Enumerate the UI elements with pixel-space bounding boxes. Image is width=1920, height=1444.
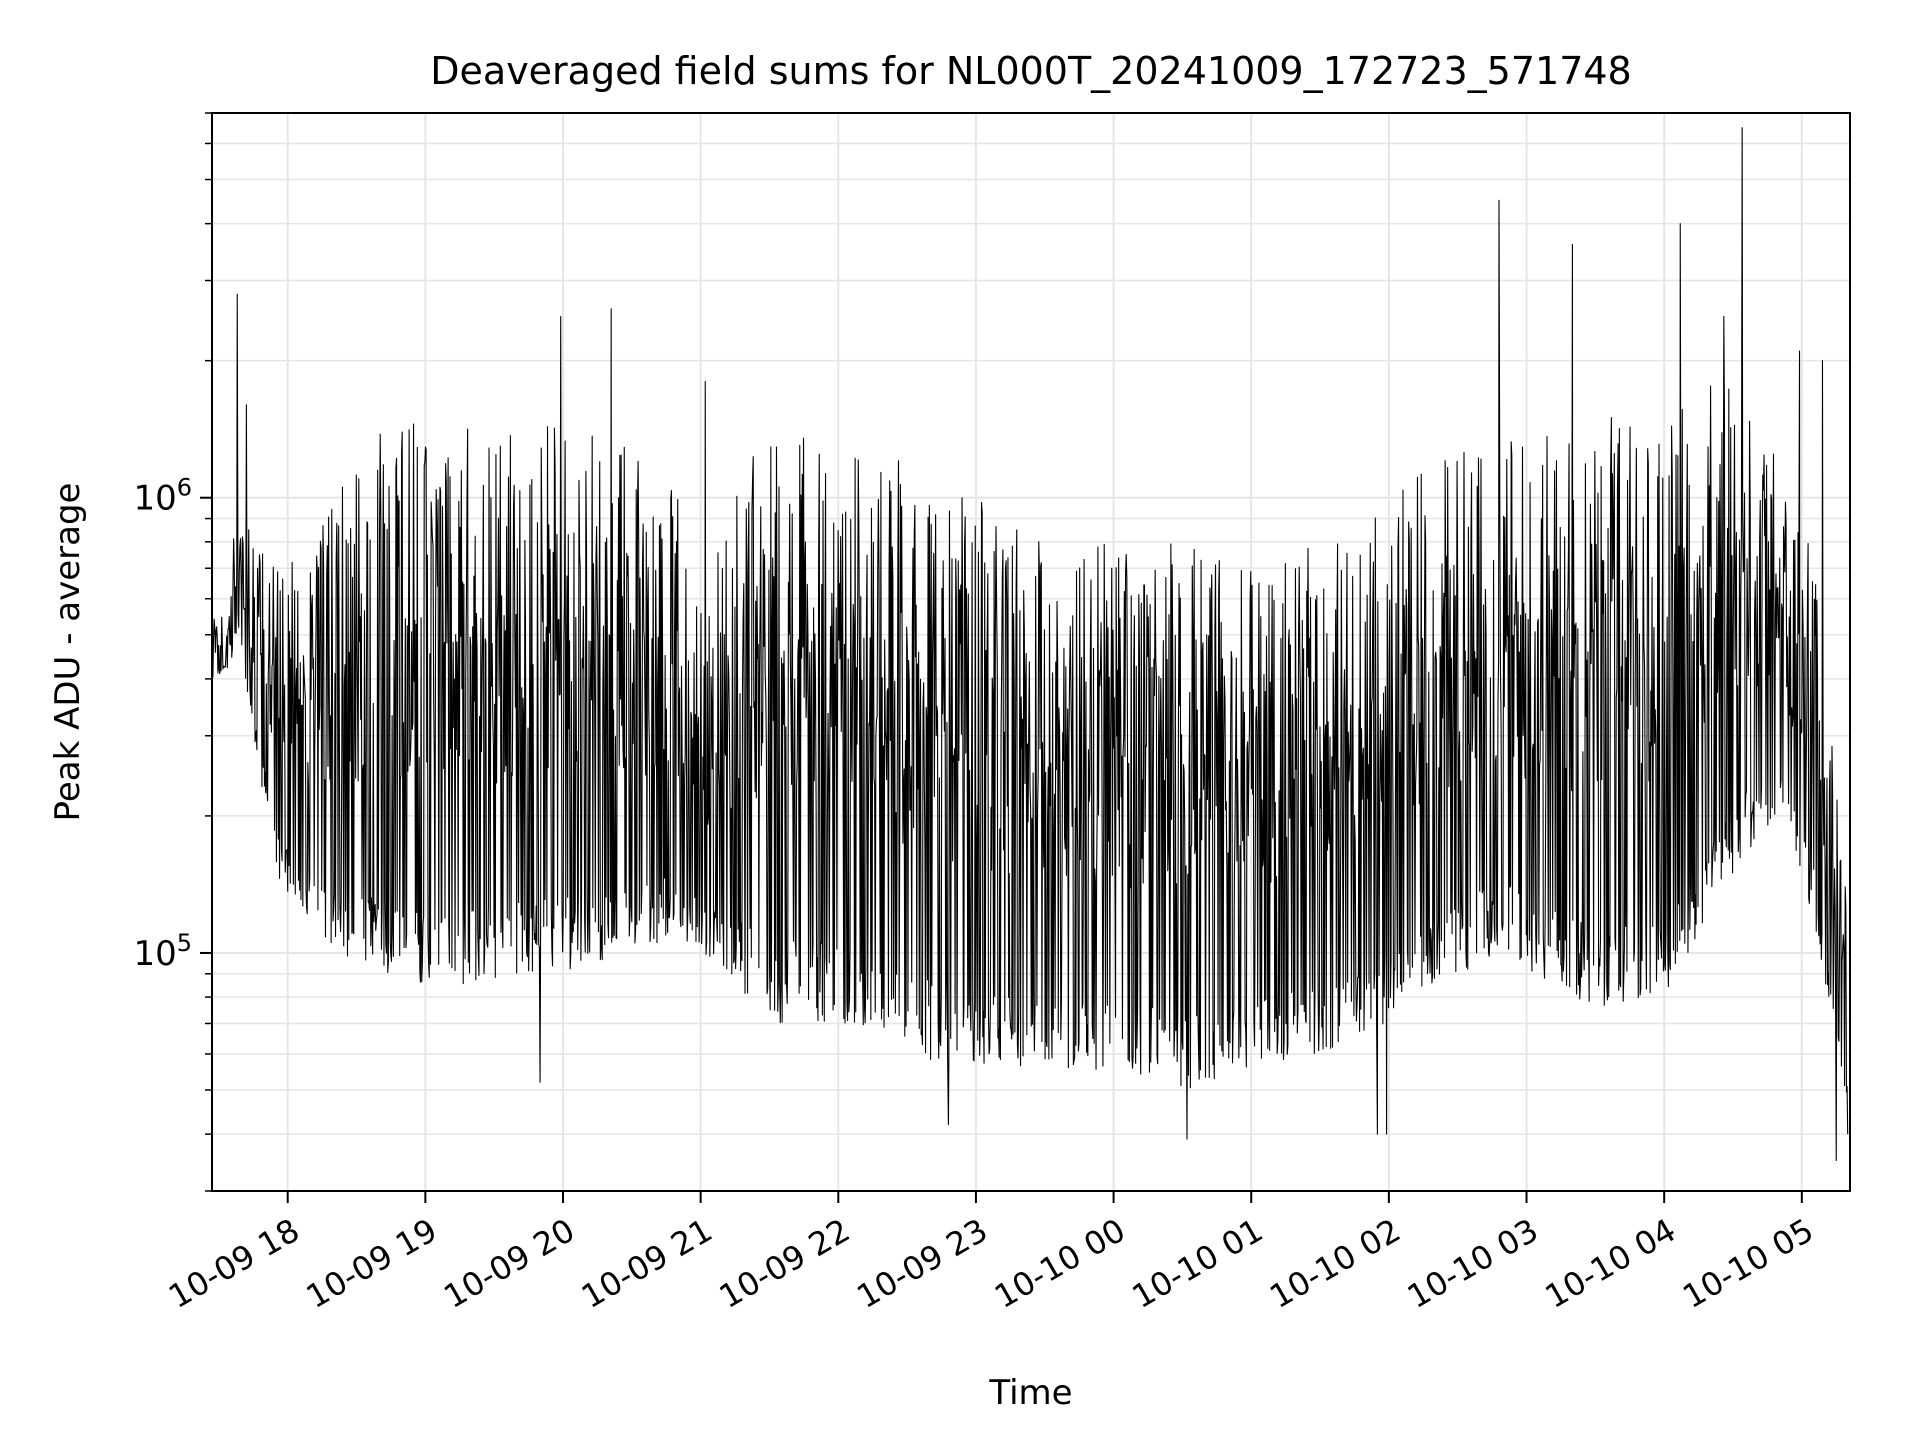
plot-frame [211,112,1851,1192]
series-line [212,127,1849,1162]
chart-title: Deaveraged field sums for NL000T_2024100… [430,49,1631,93]
y-tick-label: 106 [133,474,192,519]
x-axis-label: Time [988,1373,1072,1413]
series-layer [212,127,1849,1162]
y-axis-label: Peak ADU - average [48,483,88,822]
y-tick-label: 105 [133,929,192,974]
